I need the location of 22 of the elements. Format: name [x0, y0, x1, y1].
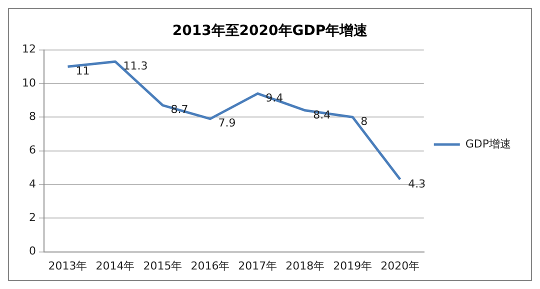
chart-title: 2013年至2020年GDP年增速 [172, 23, 369, 40]
y-tick-label: 10 [22, 76, 36, 90]
y-tick-label: 4 [28, 177, 36, 190]
x-tick-label: 2014年 [96, 259, 135, 272]
data-label: 11 [76, 64, 90, 78]
data-label: 8 [360, 114, 368, 128]
legend-label: GDP增速 [465, 137, 512, 150]
y-tick-label: 12 [22, 42, 36, 56]
data-label: 4.3 [408, 177, 426, 190]
x-tick-label: 2013年 [48, 259, 88, 272]
y-tick-label: 6 [28, 144, 36, 157]
x-tick-label: 2020年 [380, 259, 420, 272]
y-tick-label: 2 [28, 210, 36, 224]
y-tick-label: 8 [28, 110, 36, 123]
x-tick-label: 2019年 [333, 259, 372, 272]
x-tick-label: 2015年 [143, 259, 182, 272]
data-label: 7.9 [218, 116, 236, 130]
x-tick-label: 2016年 [190, 259, 230, 272]
x-tick-label: 2018年 [286, 259, 325, 272]
y-tick-label: 0 [28, 244, 36, 258]
data-label: 11.3 [123, 59, 148, 72]
x-tick-label: 2017年 [238, 259, 278, 272]
